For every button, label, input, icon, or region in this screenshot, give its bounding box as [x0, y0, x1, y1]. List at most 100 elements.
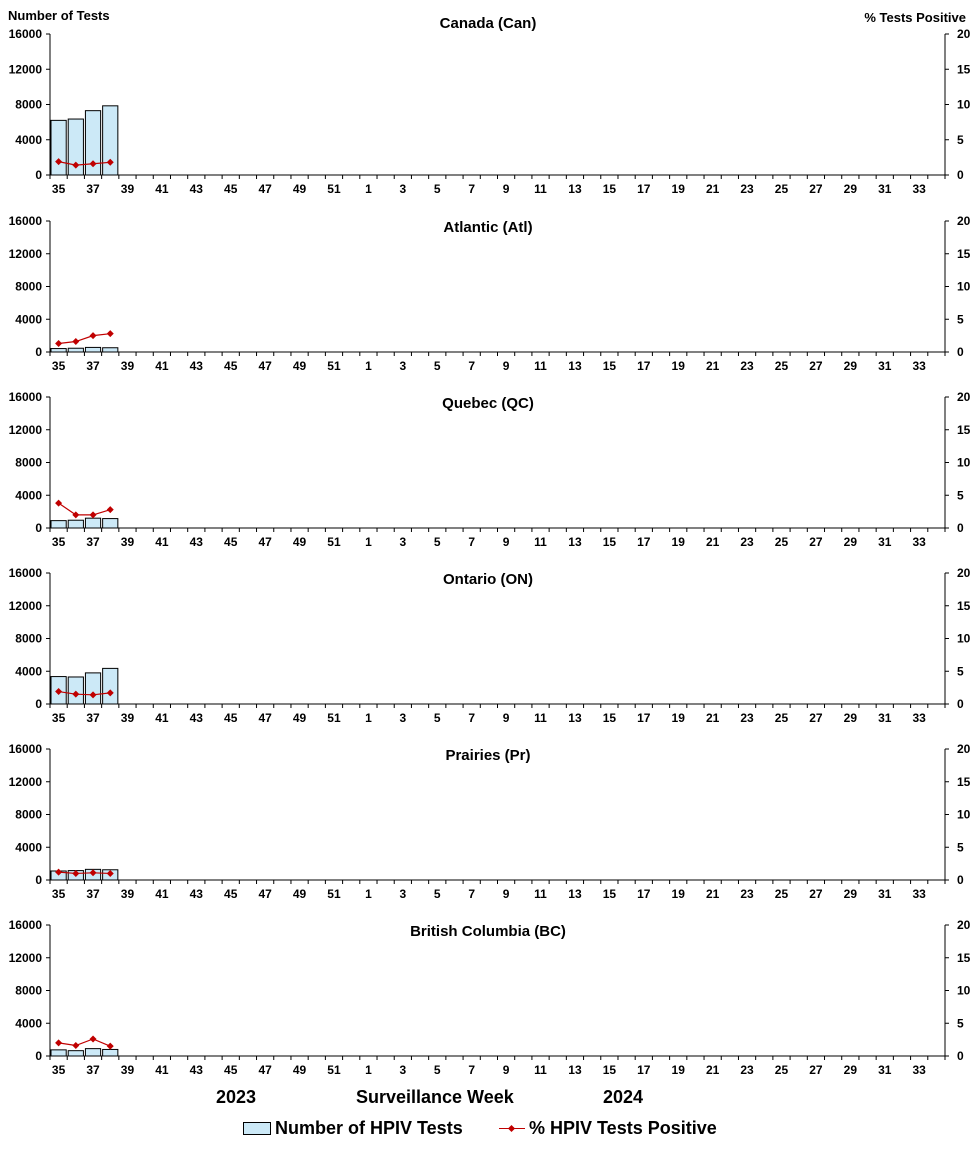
x-tick-label: 37	[86, 359, 100, 373]
x-tick-label: 23	[740, 359, 754, 373]
x-tick-label: 1	[365, 535, 372, 549]
x-tick-label: 13	[568, 359, 582, 373]
right-tick-label: 20	[957, 566, 971, 580]
left-tick-label: 16000	[9, 390, 43, 404]
x-tick-label: 23	[740, 1063, 754, 1077]
right-tick-label: 10	[957, 808, 971, 822]
x-tick-label: 5	[434, 535, 441, 549]
bar	[50, 348, 67, 353]
x-tick-label: 39	[121, 535, 135, 549]
left-tick-label: 16000	[9, 742, 43, 756]
bar	[50, 520, 67, 529]
x-tick-label: 37	[86, 182, 100, 196]
bar	[84, 672, 102, 705]
right-tick-label: 15	[957, 62, 971, 76]
right-tick-label: 15	[957, 423, 971, 437]
x-tick-label: 17	[637, 535, 651, 549]
x-tick-label: 49	[293, 535, 307, 549]
x-tick-label: 17	[637, 1063, 651, 1077]
x-tick-label: 3	[399, 711, 406, 725]
x-tick-label: 31	[878, 887, 892, 901]
x-tick-label: 47	[258, 535, 272, 549]
x-tick-label: 31	[878, 1063, 892, 1077]
right-tick-label: 15	[957, 247, 971, 261]
legend-item-line: % HPIV Tests Positive	[499, 1118, 717, 1139]
bar	[84, 1048, 102, 1057]
panel-title: British Columbia (BC)	[410, 923, 566, 940]
bar	[102, 1048, 119, 1057]
x-tick-label: 29	[844, 887, 858, 901]
right-tick-label: 0	[957, 873, 964, 887]
x-tick-label: 19	[672, 535, 686, 549]
legend-item-bars: Number of HPIV Tests	[243, 1118, 463, 1139]
panel-title: Prairies (Pr)	[445, 747, 530, 764]
bar	[67, 1050, 84, 1057]
line-point	[72, 338, 80, 346]
x-tick-label: 35	[52, 182, 66, 196]
series-line	[58, 690, 111, 696]
x-tick-label: 7	[468, 887, 475, 901]
right-tick-label: 0	[957, 697, 964, 711]
x-tick-label: 25	[775, 535, 789, 549]
legend-bars-label: Number of HPIV Tests	[275, 1118, 463, 1138]
x-tick-label: 21	[706, 1063, 720, 1077]
x-tick-label: 31	[878, 359, 892, 373]
x-tick-label: 39	[121, 182, 135, 196]
left-tick-label: 8000	[15, 984, 42, 998]
x-tick-label: 29	[844, 182, 858, 196]
line-point	[89, 332, 97, 340]
x-tick-label: 41	[155, 887, 169, 901]
x-tick-label: 11	[534, 887, 547, 901]
left-axis-title: Number of Tests	[8, 8, 110, 23]
x-tick-label: 15	[603, 1063, 617, 1077]
left-tick-label: 16000	[9, 214, 43, 228]
x-tick-label: 43	[190, 535, 204, 549]
bar	[67, 347, 84, 353]
x-tick-label: 41	[155, 182, 169, 196]
season-end-year: 2024	[603, 1087, 644, 1107]
x-tick-label: 43	[190, 887, 204, 901]
right-tick-label: 10	[957, 984, 971, 998]
x-tick-label: 47	[258, 359, 272, 373]
x-tick-label: 35	[52, 1063, 66, 1077]
left-tick-label: 0	[35, 873, 42, 887]
x-tick-label: 35	[52, 887, 66, 901]
x-tick-label: 3	[399, 535, 406, 549]
x-tick-label: 51	[327, 1063, 341, 1077]
left-tick-label: 4000	[15, 1016, 42, 1030]
x-tick-label: 43	[190, 182, 204, 196]
x-tick-label: 33	[913, 535, 927, 549]
x-tick-label: 35	[52, 535, 66, 549]
x-axis-label: Surveillance Week	[356, 1087, 514, 1107]
right-tick-label: 10	[957, 280, 971, 294]
x-tick-label: 19	[672, 182, 686, 196]
line-point	[106, 869, 114, 877]
x-tick-label: 43	[190, 711, 204, 725]
left-tick-label: 8000	[15, 98, 42, 112]
x-tick-label: 27	[809, 711, 823, 725]
bar	[84, 517, 102, 529]
x-tick-label: 1	[365, 1063, 372, 1077]
series-line	[58, 871, 111, 875]
x-tick-label: 31	[878, 711, 892, 725]
x-tick-label: 21	[706, 535, 720, 549]
right-tick-label: 20	[957, 918, 971, 932]
x-tick-label: 33	[913, 711, 927, 725]
bar	[102, 347, 119, 353]
x-tick-label: 9	[503, 182, 510, 196]
left-tick-label: 12000	[9, 951, 43, 965]
x-tick-label: 23	[740, 887, 754, 901]
right-tick-label: 20	[957, 214, 971, 228]
x-tick-label: 29	[844, 711, 858, 725]
panel-title: Canada (Can)	[440, 15, 537, 32]
x-tick-label: 43	[190, 1063, 204, 1077]
series-line	[58, 161, 111, 166]
right-tick-label: 0	[957, 345, 964, 359]
x-tick-label: 9	[503, 535, 510, 549]
x-tick-label: 3	[399, 887, 406, 901]
x-tick-label: 41	[155, 535, 169, 549]
x-tick-label: 37	[86, 535, 100, 549]
line-point	[55, 339, 63, 347]
x-tick-label: 3	[399, 1063, 406, 1077]
left-tick-label: 0	[35, 1049, 42, 1063]
